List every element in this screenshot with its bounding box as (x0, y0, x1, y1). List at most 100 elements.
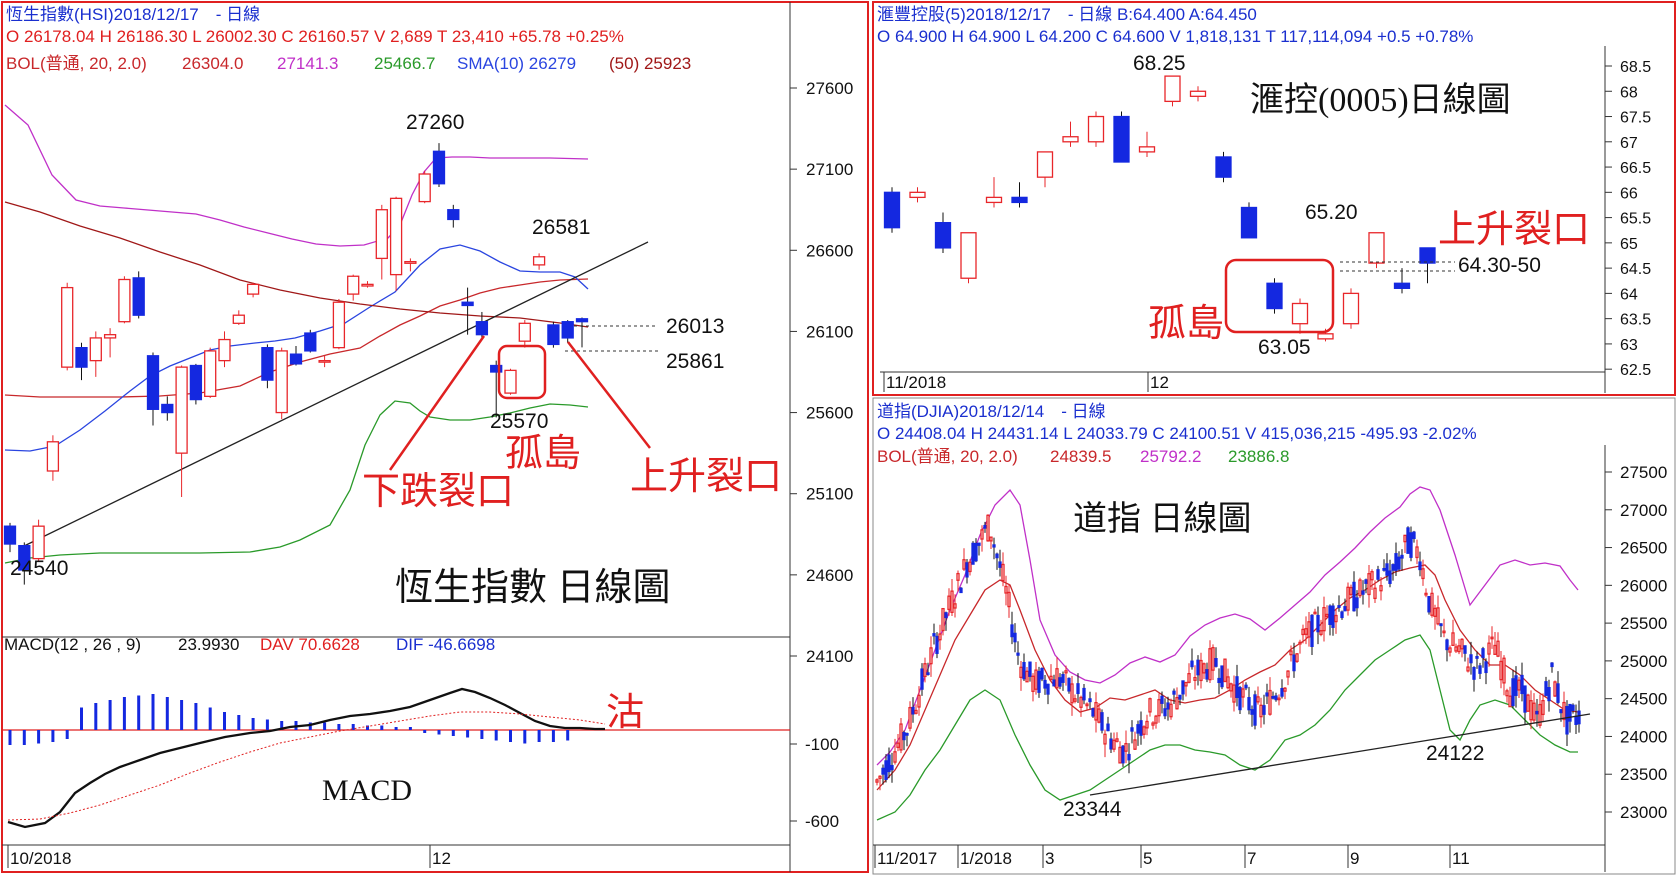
hsbc-label-6520: 65.20 (1305, 201, 1358, 224)
dji-candle-177 (1406, 527, 1410, 554)
hsbc-panel-frame (872, 1, 1676, 396)
hsbc-candle-20 (1393, 282, 1411, 289)
dji-candle-229 (1562, 701, 1566, 721)
dji-candle-55 (1040, 667, 1044, 680)
dji-candle-207 (1496, 640, 1500, 657)
hsbc-candle-2 (934, 221, 952, 249)
dji-candle-162 (1361, 590, 1365, 595)
dji-xlabel: 11 (1452, 849, 1470, 868)
dji-candle-170 (1385, 563, 1389, 576)
dji-candle-15 (920, 668, 924, 690)
dji-candle-71 (1088, 698, 1092, 703)
macd-header: MACD(12 , 26 , 9) (4, 635, 141, 654)
dji-candle-50 (1025, 670, 1029, 683)
hsi-candle-14 (204, 350, 217, 397)
hsi-bol-up: 27141.3 (277, 54, 338, 73)
hsbc-candle-15 (1266, 282, 1283, 310)
dji-candle-131 (1268, 689, 1272, 715)
hsi-candle-3 (46, 441, 60, 472)
dji-candle-130 (1265, 692, 1269, 697)
dji-price-axis-tick-label: 27000 (1620, 501, 1667, 520)
dji-candle-91 (1148, 698, 1152, 713)
hsi-candle-10 (146, 355, 160, 410)
dji-candle-183 (1424, 592, 1428, 596)
dji-candle-52 (1031, 675, 1035, 692)
hsbc-candle-10 (1138, 146, 1156, 153)
hsbc-candle-16 (1291, 302, 1309, 325)
dji-candle-148 (1319, 630, 1323, 636)
dji-candle-121 (1238, 686, 1242, 711)
dji-candle-132 (1271, 695, 1275, 699)
hsi-candle-9 (132, 277, 145, 316)
dji-candle-206 (1493, 644, 1497, 655)
dji-candle-226 (1553, 681, 1557, 697)
macd-histogram (8, 694, 570, 745)
dji-candle-64 (1067, 677, 1071, 692)
hsi-price-axis-tick-label: 26600 (806, 241, 853, 260)
dji-candle-190 (1445, 639, 1449, 651)
dji-candle-44 (1007, 591, 1011, 608)
dji-candle-4 (887, 754, 891, 773)
hsi-candle-35 (504, 369, 517, 394)
hsi-bol-low: 25466.7 (374, 54, 435, 73)
dji-candle-43 (1004, 585, 1008, 594)
hsi-price-axis-tick-label: 27600 (806, 79, 853, 98)
dji-candle-49 (1022, 661, 1026, 680)
dji-candle-46 (1013, 632, 1017, 643)
dji-candle-108 (1199, 659, 1203, 682)
hsi-support-trendline (19, 241, 649, 549)
dji-candle-13 (914, 709, 918, 714)
dji-candle-212 (1511, 678, 1515, 707)
dji-candle-186 (1433, 607, 1437, 617)
dji-candle-129 (1262, 705, 1266, 715)
dji-candle-56 (1043, 679, 1047, 689)
dji-candle-227 (1556, 683, 1560, 703)
hsi-price-axis-tick-label: 24100 (806, 647, 853, 666)
hsi-price-axis-tick-label: 25600 (806, 404, 853, 423)
dji-candle-17 (926, 672, 930, 676)
dji-candle-223 (1544, 681, 1548, 696)
dji-candle-3 (884, 760, 888, 780)
dji-support-trendline (1089, 713, 1591, 796)
hsbc-candle-4 (985, 196, 1003, 204)
dji-bol-lower-line (876, 634, 1578, 821)
hsbc-price-axis-tick-label: 66 (1620, 185, 1638, 202)
hsi-down-gap-arrow (388, 335, 486, 471)
dji-candle-31 (968, 561, 972, 573)
hsi-candle-24 (347, 275, 360, 295)
dji-panel-frame (872, 397, 1676, 875)
hsi-candle-32 (461, 301, 474, 307)
dji-candle-104 (1187, 673, 1191, 683)
dji-candle-89 (1142, 726, 1146, 735)
dji-candle-66 (1073, 698, 1077, 702)
hsi-label-25861: 25861 (666, 350, 724, 373)
hsbc-price-axis-tick-label: 64.5 (1620, 261, 1651, 278)
dji-candle-199 (1472, 666, 1476, 680)
hsbc-candle-6 (1036, 151, 1054, 178)
hsi-candle-16 (232, 314, 245, 324)
dji-xlabel: 11/2017 (877, 849, 937, 868)
dji-candle-33 (974, 542, 978, 562)
hsi-price-axis-tick-label: 24600 (806, 566, 853, 585)
dji-candle-214 (1517, 679, 1521, 691)
dji-candle-198 (1469, 654, 1473, 664)
dji-candle-144 (1307, 621, 1311, 638)
hsbc-candle-9 (1113, 115, 1130, 163)
dji-candle-73 (1094, 701, 1098, 721)
dji-xlabel: 7 (1247, 849, 1256, 868)
dji-candle-2 (881, 767, 885, 775)
hsi-island-box (497, 344, 547, 400)
macd-dav: DAV 70.6628 (260, 635, 360, 654)
dji-candle-109 (1202, 663, 1206, 674)
hsi-candle-18 (261, 347, 274, 381)
hsi-candle-28 (404, 260, 417, 264)
dji-candle-87 (1136, 724, 1140, 734)
dji-candle-78 (1109, 738, 1113, 750)
dji-candle-111 (1208, 648, 1212, 681)
dji-candle-159 (1352, 581, 1356, 612)
dji-candle-208 (1499, 660, 1503, 681)
dji-candle-161 (1358, 579, 1362, 597)
hsi-sma50-line (4, 201, 589, 328)
dji-price-axis-tick-label: 24000 (1620, 727, 1667, 746)
